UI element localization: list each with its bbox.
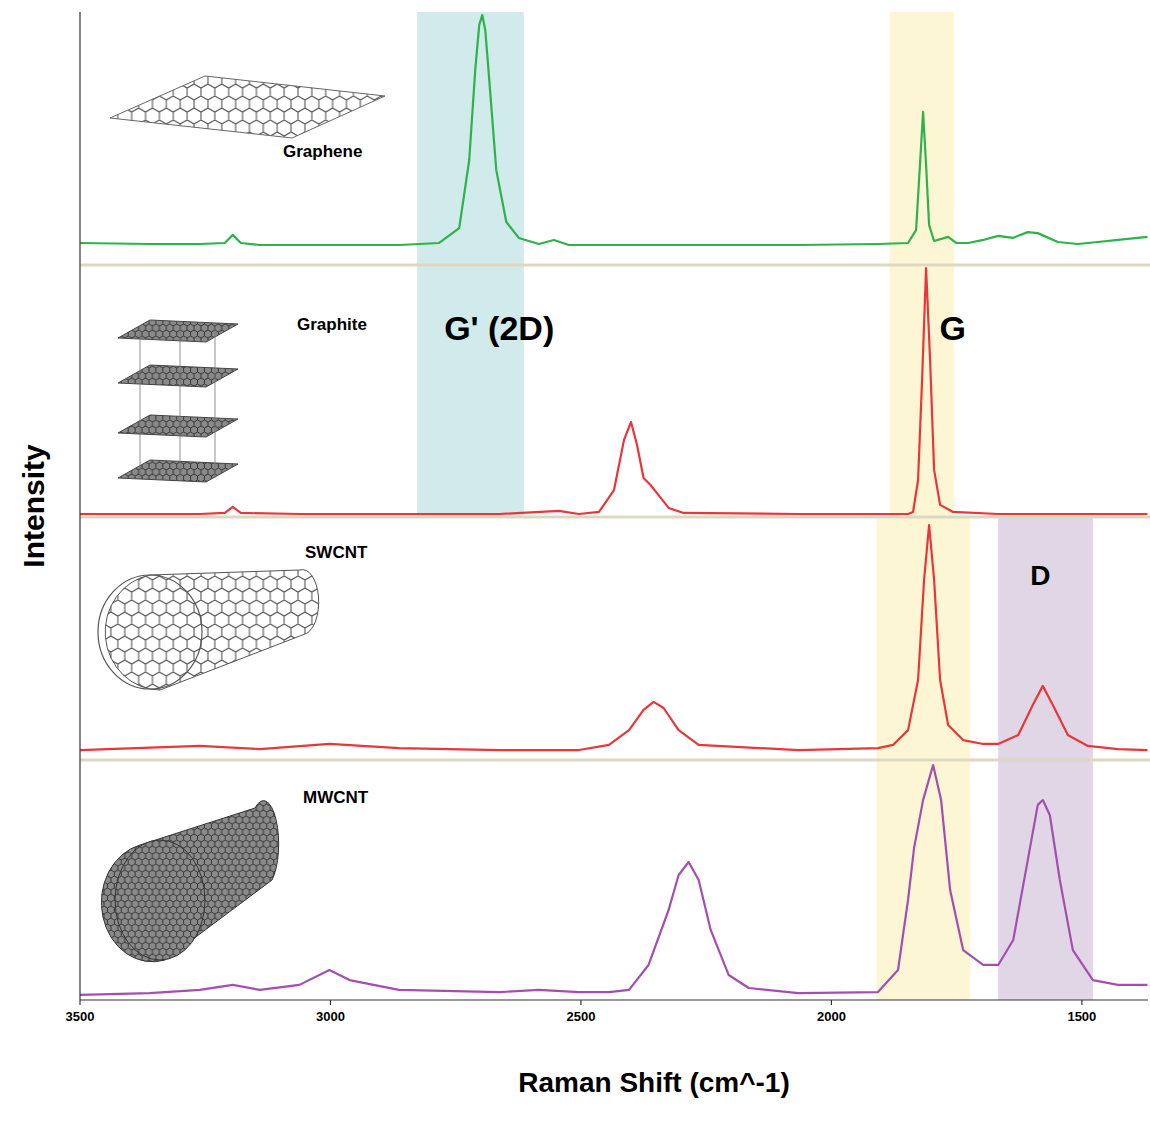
x-axis-title: Raman Shift (cm^-1) (518, 1067, 790, 1098)
y-axis-title: Intensity (17, 444, 50, 568)
x-tick-label: 3000 (316, 1009, 345, 1024)
graphite-sheet (118, 415, 238, 437)
x-tick-label: 3500 (66, 1009, 95, 1024)
spectra (80, 15, 1148, 995)
graphite-sheet (118, 365, 238, 387)
x-tick (580, 1000, 581, 1005)
graphite-link (140, 326, 141, 478)
panel-separator (80, 264, 1150, 267)
graphite-link (180, 326, 181, 478)
series-label: Graphene (283, 142, 362, 161)
x-tick (1081, 1000, 1082, 1005)
spectrum-line (80, 525, 1148, 750)
mwcnt-end (115, 840, 205, 960)
band-label: G (940, 309, 966, 347)
x-tick (79, 1000, 80, 1005)
mwcnt-tube (101, 801, 278, 962)
band-label: D (1030, 560, 1050, 591)
panel-separator (80, 759, 1150, 762)
graphene-sheet (110, 76, 385, 138)
series-label: SWCNT (305, 543, 368, 562)
graphite-link (215, 326, 216, 478)
band-label: G' (2D) (444, 309, 554, 347)
series-label: MWCNT (303, 788, 369, 807)
chart: Graphene Graphite SWCNT MWCNT G' (2D) G D 3500 3… (0, 0, 1150, 1128)
graphite-sheet (118, 320, 238, 342)
spectrum-line (80, 15, 1148, 245)
spectrum-line (80, 268, 1148, 514)
x-tick-label: 2500 (566, 1009, 595, 1024)
panel-separator (80, 516, 1150, 519)
bands (417, 12, 1093, 1000)
y-axis (79, 12, 80, 1000)
graphite-sheet (118, 460, 238, 482)
x-tick (330, 1000, 331, 1005)
series-label: Graphite (297, 315, 367, 334)
swcnt-tube (105, 570, 319, 690)
x-tick-label: 1500 (1067, 1009, 1096, 1024)
illustrations (98, 76, 385, 962)
spectrum-line (80, 765, 1148, 995)
x-tick (831, 1000, 832, 1005)
swcnt-end (98, 575, 202, 689)
x-tick-label: 2000 (817, 1009, 846, 1024)
x-axis (80, 999, 1148, 1000)
